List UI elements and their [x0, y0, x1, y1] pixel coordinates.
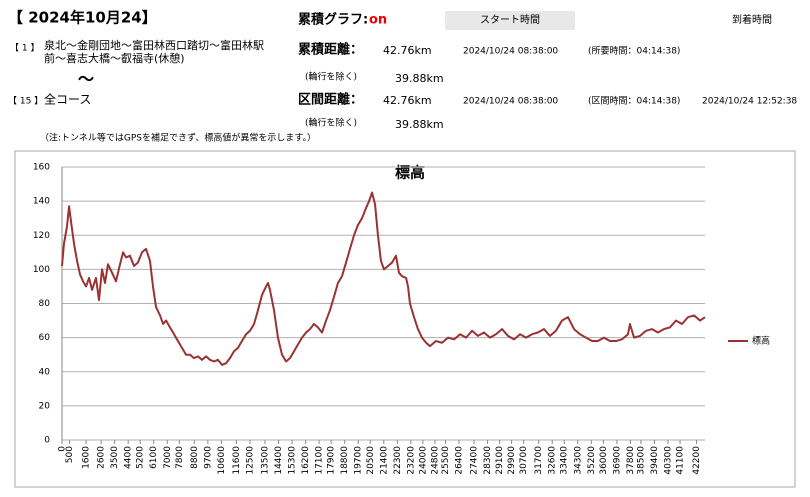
x-tick-label: 38500 [636, 446, 646, 475]
x-tick-label: 5200 [136, 446, 146, 469]
x-tick-label: 39400 [650, 446, 660, 475]
x-tick-label: 37800 [626, 446, 636, 475]
x-tick-label: 22300 [393, 446, 403, 475]
x-tick-label: 40300 [664, 446, 674, 475]
chart-title: 標高 [395, 164, 425, 182]
x-tick-label: 18800 [340, 446, 350, 475]
x-tick-label: 41100 [676, 446, 686, 475]
x-tick-label: 1600 [82, 446, 92, 469]
sub-label: (輪行を除く) [305, 117, 357, 129]
x-tick-label: 17900 [327, 446, 337, 475]
x-tick-label: 14400 [274, 446, 284, 475]
distance: 42.76km [383, 94, 432, 107]
graph-label: 累積グラフ: [298, 12, 368, 28]
graph-state: on [369, 13, 387, 28]
arrival-header: 到着時間 [732, 13, 772, 26]
x-tick-label: 6100 [149, 446, 159, 469]
row-index: 【 15 】 [8, 96, 43, 107]
x-tick-label: 7000 [163, 446, 173, 469]
x-tick-label: 26400 [454, 446, 464, 475]
date: 【 2024年10月24】 [8, 9, 157, 27]
x-tick-label: 32600 [548, 446, 558, 475]
x-tick-label: 24800 [430, 446, 440, 475]
x-tick-label: 12500 [245, 446, 255, 475]
y-tick-label: 160 [33, 163, 50, 173]
x-tick-label: 11600 [232, 446, 242, 475]
y-tick-label: 120 [33, 231, 50, 241]
y-tick-label: 60 [39, 333, 51, 343]
duration: (区間時間：04:14:38) [588, 96, 680, 107]
x-tick-label: 30700 [519, 446, 529, 475]
duration: (所要時間：04:14:38) [588, 46, 680, 57]
distance: 42.76km [383, 44, 432, 57]
x-tick-label: 0 [58, 446, 68, 452]
y-tick-label: 20 [39, 401, 51, 411]
legend-label: 標高 [752, 335, 770, 347]
sub-label: (輪行を除く) [305, 71, 357, 83]
x-tick-label: 10600 [217, 446, 227, 475]
start-time: 2024/10/24 08:38:00 [463, 97, 558, 107]
x-tick-label: 29900 [507, 446, 517, 475]
route: 全コース [44, 92, 91, 107]
x-tick-label: 42200 [692, 446, 702, 475]
x-tick-label: 36000 [599, 446, 609, 475]
start-header: スタート時間 [480, 14, 540, 26]
x-tick-label: 9700 [203, 446, 213, 469]
arrival-time: 2024/10/24 12:52:38 [702, 97, 797, 107]
x-tick-label: 7800 [175, 446, 185, 469]
x-tick-label: 15300 [288, 446, 298, 475]
separator: ～ [78, 70, 94, 89]
x-tick-label: 31700 [534, 446, 544, 475]
x-tick-label: 34300 [573, 446, 583, 475]
x-tick-label: 20500 [366, 446, 376, 475]
y-tick-label: 140 [33, 197, 50, 207]
y-tick-label: 100 [33, 265, 50, 275]
route: 泉北～金剛団地～富田林西口踏切～富田林駅 [44, 38, 264, 52]
start-time: 2024/10/24 08:38:00 [463, 47, 558, 57]
sub-distance: 39.88km [395, 118, 444, 131]
route: 前～喜志大橋～叡福寺(休憩) [44, 51, 185, 65]
start-header-box [445, 11, 575, 30]
x-tick-label: 16200 [301, 446, 311, 475]
x-tick-label: 35200 [587, 446, 597, 475]
y-tick-label: 0 [44, 436, 50, 446]
x-tick-label: 33400 [560, 446, 570, 475]
x-tick-label: 24000 [418, 446, 428, 475]
x-tick-label: 4400 [124, 446, 134, 469]
x-tick-label: 36900 [612, 446, 622, 475]
y-tick-label: 40 [39, 367, 51, 377]
x-tick-label: 500 [65, 446, 75, 463]
chart-frame [14, 150, 796, 488]
x-tick-label: 3500 [110, 446, 120, 469]
row-index: 【 1 】 [10, 43, 39, 54]
x-tick-label: 28300 [483, 446, 493, 475]
distance-label: 区間距離： [298, 92, 363, 108]
sub-distance: 39.88km [395, 72, 444, 85]
distance-label: 累積距離： [298, 42, 363, 58]
elevation-line [61, 191, 706, 366]
x-tick-label: 21400 [379, 446, 389, 475]
x-tick-label: 27400 [470, 446, 480, 475]
y-tick-label: 80 [39, 299, 51, 309]
x-tick-label: 23200 [406, 446, 416, 475]
x-tick-label: 29100 [495, 446, 505, 475]
x-tick-label: 8800 [190, 446, 200, 469]
x-tick-label: 13500 [261, 446, 271, 475]
x-tick-label: 2600 [97, 446, 107, 469]
note: （注:トンネル等ではGPSを補足できず、標高値が異常を示します。） [40, 132, 316, 144]
x-tick-label: 19700 [354, 446, 364, 475]
x-tick-label: 17100 [315, 446, 325, 475]
x-tick-label: 25500 [441, 446, 451, 475]
